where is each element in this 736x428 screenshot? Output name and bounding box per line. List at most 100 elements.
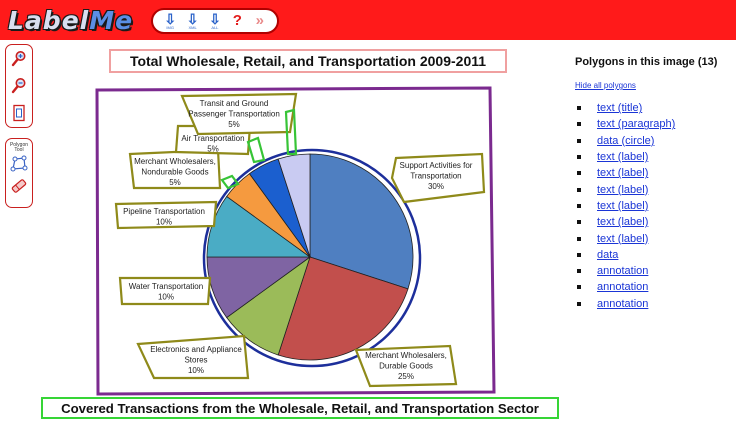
label-text-air: 5% xyxy=(207,145,219,154)
label-polygon-pipeline[interactable] xyxy=(114,200,218,230)
download-arrow-icon: ⇩ xyxy=(209,10,221,27)
download-annotations-button[interactable]: ⇩ XML xyxy=(184,11,202,31)
polygon-list-item: text (title) xyxy=(575,100,736,116)
bullet-icon xyxy=(577,301,581,306)
polygon-link[interactable]: text (label) xyxy=(597,232,649,245)
polygon-list-item: text (label) xyxy=(575,181,736,197)
label-text-nondurable: Nondurable Goods xyxy=(141,168,208,177)
logo-text-label: Label xyxy=(8,5,90,35)
annotation-polygon-3[interactable] xyxy=(284,108,298,156)
polygon-link[interactable]: text (label) xyxy=(597,199,649,212)
label-text-water: 10% xyxy=(158,293,174,302)
polygon-list: text (title) text (paragraph) data (circle… xyxy=(575,100,736,312)
zoom-out-button[interactable] xyxy=(9,75,29,97)
bullet-icon xyxy=(577,236,581,241)
download-arrow-icon: ⇩ xyxy=(186,10,199,27)
label-text-electronics: 10% xyxy=(188,366,204,375)
help-icon: ? xyxy=(232,12,242,29)
label-text-air: Air Transportation xyxy=(181,134,244,143)
chart-frame-polygon[interactable] xyxy=(95,86,496,396)
label-text-transit: 5% xyxy=(228,120,240,129)
bullet-icon xyxy=(577,203,581,208)
polygon-link[interactable]: text (label) xyxy=(597,151,649,164)
download-arrow-icon: ⇩ xyxy=(164,10,177,27)
polygon-link[interactable]: text (label) xyxy=(597,183,649,196)
bullet-icon xyxy=(577,252,581,257)
label-polygon-transit[interactable] xyxy=(180,92,298,136)
help-button[interactable]: ? xyxy=(228,11,246,31)
next-icon: » xyxy=(255,12,264,29)
paragraph-polygon[interactable] xyxy=(41,397,559,419)
polygon-link[interactable]: data (circle) xyxy=(597,134,655,147)
label-polygon-electronics[interactable] xyxy=(136,334,250,380)
chart-footer-text: Covered Transactions from the Wholesale,… xyxy=(61,401,539,416)
polygon-link[interactable]: annotation xyxy=(597,281,649,294)
annotation-polygon-1[interactable] xyxy=(220,174,240,190)
polygon-link[interactable]: data xyxy=(597,248,619,261)
top-bar: Label Me ⇩ IMG ⇩ XML ⇩ ALL?» xyxy=(0,0,736,40)
label-text-support: Transportation xyxy=(410,172,461,181)
polygon-list-item: text (label) xyxy=(575,230,736,246)
download-caption: IMG xyxy=(166,24,174,30)
bullet-icon xyxy=(577,269,581,274)
pie-circle-polygon[interactable] xyxy=(202,148,422,368)
hide-all-polygons-link[interactable]: Hide all polygons xyxy=(575,81,636,90)
polygon-link[interactable]: annotation xyxy=(597,297,649,310)
polygon-list-item: annotation xyxy=(575,279,736,295)
polygon-list-item: annotation xyxy=(575,263,736,279)
fit-page-icon xyxy=(13,105,25,122)
chart-image: Total Wholesale, Retail, and Transportat… xyxy=(38,42,564,428)
label-polygon-support[interactable] xyxy=(390,152,486,204)
bullet-icon xyxy=(577,171,581,176)
polygon-link[interactable]: annotation xyxy=(597,265,649,278)
logo-text-me: Me xyxy=(89,5,134,35)
polygon-list-item: text (label) xyxy=(575,214,736,230)
title-polygon[interactable] xyxy=(109,49,507,73)
polygon-link[interactable]: text (paragraph) xyxy=(597,118,676,131)
label-text-support: 30% xyxy=(428,182,444,191)
bullet-icon xyxy=(577,285,581,290)
label-text-durable: Merchant Wholesalers, xyxy=(365,351,447,360)
download-all-button[interactable]: ⇩ ALL xyxy=(206,11,224,31)
label-text-transit: Transit and Ground xyxy=(200,99,269,108)
fit-image-button[interactable] xyxy=(9,102,29,124)
eraser-tool-button[interactable] xyxy=(9,175,29,197)
label-text-pipeline: 10% xyxy=(156,218,172,227)
labelme-logo[interactable]: Label Me xyxy=(8,4,133,36)
label-text-water: Water Transportation xyxy=(129,282,203,291)
download-xml-button[interactable]: ⇩ IMG xyxy=(161,11,179,31)
label-polygon-durable[interactable] xyxy=(354,344,458,388)
bullet-icon xyxy=(577,138,581,143)
next-image-button[interactable]: » xyxy=(251,11,269,31)
label-polygon-water[interactable] xyxy=(118,276,212,306)
label-text-nondurable: Merchant Wholesalers, xyxy=(134,157,216,166)
bullet-icon xyxy=(577,106,581,111)
polygon-list-item: text (label) xyxy=(575,198,736,214)
label-text-transit: Passenger Transportation xyxy=(188,110,280,119)
annotation-canvas[interactable]: Total Wholesale, Retail, and Transportat… xyxy=(38,42,564,428)
label-text-durable: Durable Goods xyxy=(379,362,433,371)
chart-title: Total Wholesale, Retail, and Transportat… xyxy=(130,53,486,69)
zoom-in-icon xyxy=(11,50,26,66)
polygon-list-item: text (label) xyxy=(575,165,736,181)
polygon-link[interactable]: text (title) xyxy=(597,102,643,115)
bullet-icon xyxy=(577,155,581,160)
bullet-icon xyxy=(577,122,581,127)
polygon-list-item: data xyxy=(575,247,736,263)
polygon-tool-button[interactable] xyxy=(9,153,29,175)
zoom-toolbar xyxy=(5,44,33,128)
polygon-link[interactable]: text (label) xyxy=(597,167,649,180)
annotation-polygon-2[interactable] xyxy=(246,136,266,164)
polygon-list-item: data (circle) xyxy=(575,133,736,149)
zoom-out-icon xyxy=(11,77,26,94)
polygon-link[interactable]: text (label) xyxy=(597,216,649,229)
polygon-list-item: annotation xyxy=(575,296,736,312)
download-caption: ALL xyxy=(211,24,219,30)
drawing-toolbar: Polygon Tool xyxy=(5,138,33,208)
polygon-panel: Polygons in this image (13) Hide all pol… xyxy=(575,56,736,312)
label-text-support: Support Activities for xyxy=(400,161,473,170)
label-text-durable: 25% xyxy=(398,372,414,381)
label-text-electronics: Electronics and Appliance xyxy=(150,345,242,354)
zoom-in-button[interactable] xyxy=(9,48,29,70)
